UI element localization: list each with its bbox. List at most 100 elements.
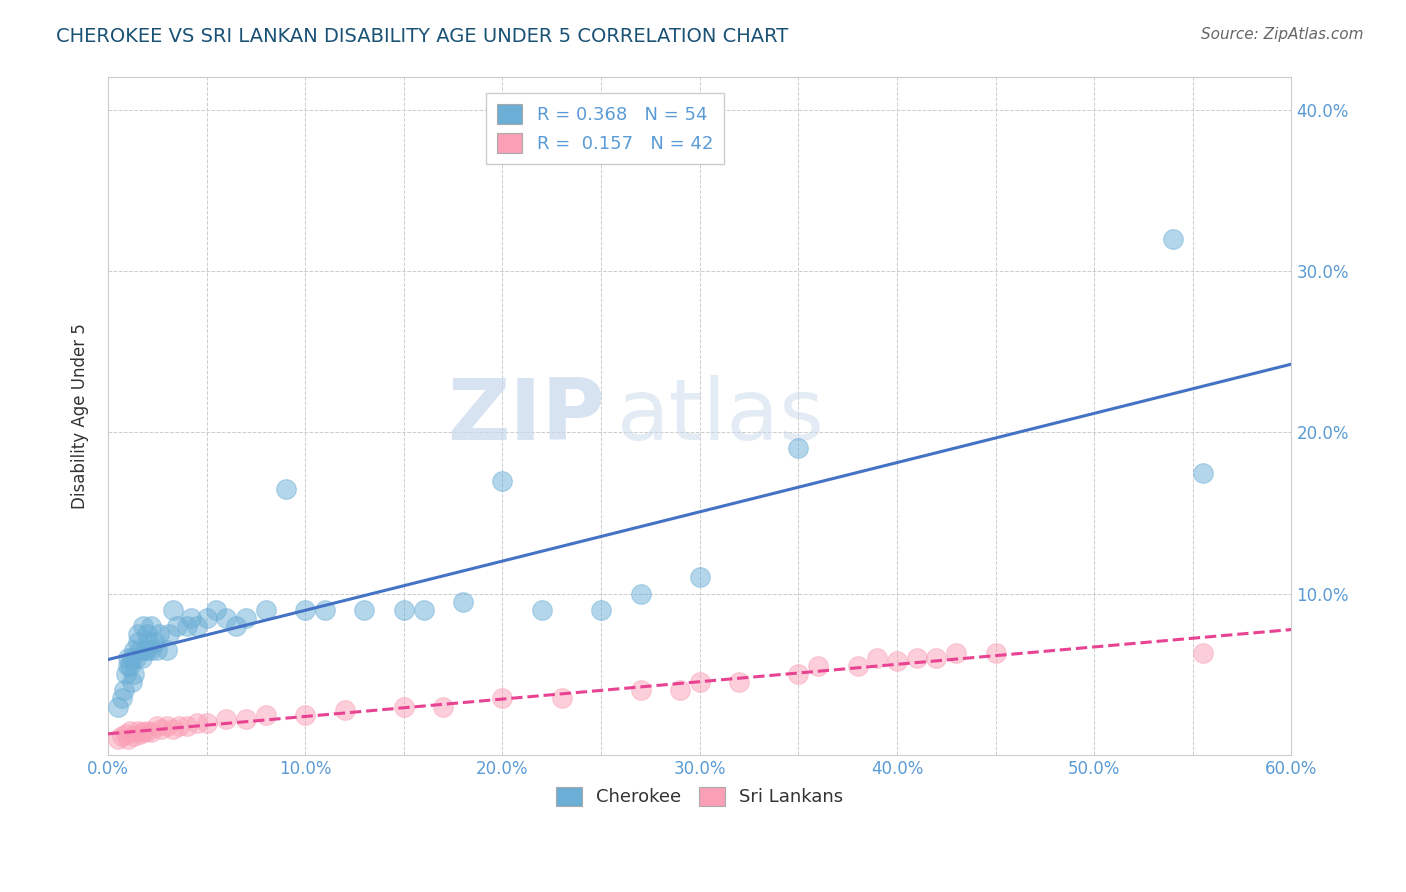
Point (945, 646, 967, 660)
Point (112, 683, 135, 698)
Point (274, 482, 297, 496)
Point (787, 667, 810, 681)
Point (122, 667, 145, 681)
Point (550, 691, 572, 706)
Point (146, 719, 169, 733)
Point (294, 707, 316, 722)
Point (669, 683, 692, 698)
Point (984, 646, 1007, 660)
Point (141, 725, 163, 739)
Point (925, 651, 948, 665)
Point (114, 667, 136, 681)
Point (127, 635, 149, 649)
Point (107, 731, 129, 746)
Point (128, 727, 150, 741)
Point (124, 651, 146, 665)
Point (235, 713, 257, 727)
Point (136, 723, 159, 738)
Point (186, 715, 208, 730)
Point (186, 619, 208, 633)
Text: atlas: atlas (617, 375, 825, 458)
Point (176, 619, 198, 633)
Point (136, 627, 159, 641)
Point (132, 619, 155, 633)
Point (215, 713, 238, 727)
Point (392, 699, 415, 714)
Point (127, 723, 149, 738)
Point (392, 603, 415, 617)
Point (148, 627, 170, 641)
Point (846, 659, 869, 673)
Point (215, 611, 238, 625)
Point (905, 651, 928, 665)
Point (1191, 646, 1213, 660)
Point (118, 723, 141, 738)
Point (1161, 232, 1184, 246)
Point (254, 707, 277, 722)
Point (180, 611, 202, 625)
Point (156, 719, 179, 733)
Point (866, 651, 889, 665)
Point (591, 603, 613, 617)
Point (136, 643, 159, 657)
Point (689, 675, 711, 690)
Point (491, 691, 513, 706)
Point (128, 643, 150, 657)
Point (1191, 466, 1213, 480)
Point (689, 570, 711, 584)
Point (132, 725, 155, 739)
Point (117, 659, 139, 673)
Text: CHEROKEE VS SRI LANKAN DISABILITY AGE UNDER 5 CORRELATION CHART: CHEROKEE VS SRI LANKAN DISABILITY AGE UN… (56, 27, 789, 45)
Point (254, 603, 277, 617)
Point (117, 651, 139, 665)
Point (807, 659, 830, 673)
Point (156, 643, 179, 657)
Point (111, 691, 134, 706)
Point (412, 603, 434, 617)
Point (141, 619, 163, 633)
Point (131, 651, 153, 665)
Point (333, 703, 356, 717)
Point (195, 611, 218, 625)
Point (353, 603, 375, 617)
Point (111, 729, 134, 743)
Point (121, 651, 143, 665)
Point (150, 722, 173, 736)
Point (134, 643, 156, 657)
Point (138, 635, 160, 649)
Point (143, 635, 166, 649)
Point (166, 619, 188, 633)
Point (118, 659, 141, 673)
Point (787, 442, 810, 456)
Point (114, 727, 136, 741)
Point (141, 643, 163, 657)
Point (432, 699, 454, 714)
Text: Source: ZipAtlas.com: Source: ZipAtlas.com (1201, 27, 1364, 42)
Point (886, 654, 908, 668)
Point (294, 603, 316, 617)
Point (167, 719, 190, 733)
Point (314, 603, 336, 617)
Point (162, 722, 184, 736)
Point (157, 627, 180, 641)
Point (146, 643, 169, 657)
Point (491, 474, 513, 488)
Point (162, 603, 184, 617)
Point (121, 675, 143, 690)
Point (205, 603, 228, 617)
Point (530, 603, 553, 617)
Point (728, 675, 751, 690)
Point (122, 729, 145, 743)
Text: ZIP: ZIP (447, 375, 605, 458)
Legend: Cherokee, Sri Lankans: Cherokee, Sri Lankans (550, 780, 851, 814)
Point (127, 627, 149, 641)
Point (630, 683, 652, 698)
Point (451, 595, 474, 609)
Point (107, 699, 129, 714)
Point (235, 611, 257, 625)
Point (117, 731, 139, 746)
Point (195, 715, 218, 730)
Y-axis label: Disability Age Under 5: Disability Age Under 5 (72, 323, 89, 509)
Point (176, 719, 198, 733)
Point (225, 619, 247, 633)
